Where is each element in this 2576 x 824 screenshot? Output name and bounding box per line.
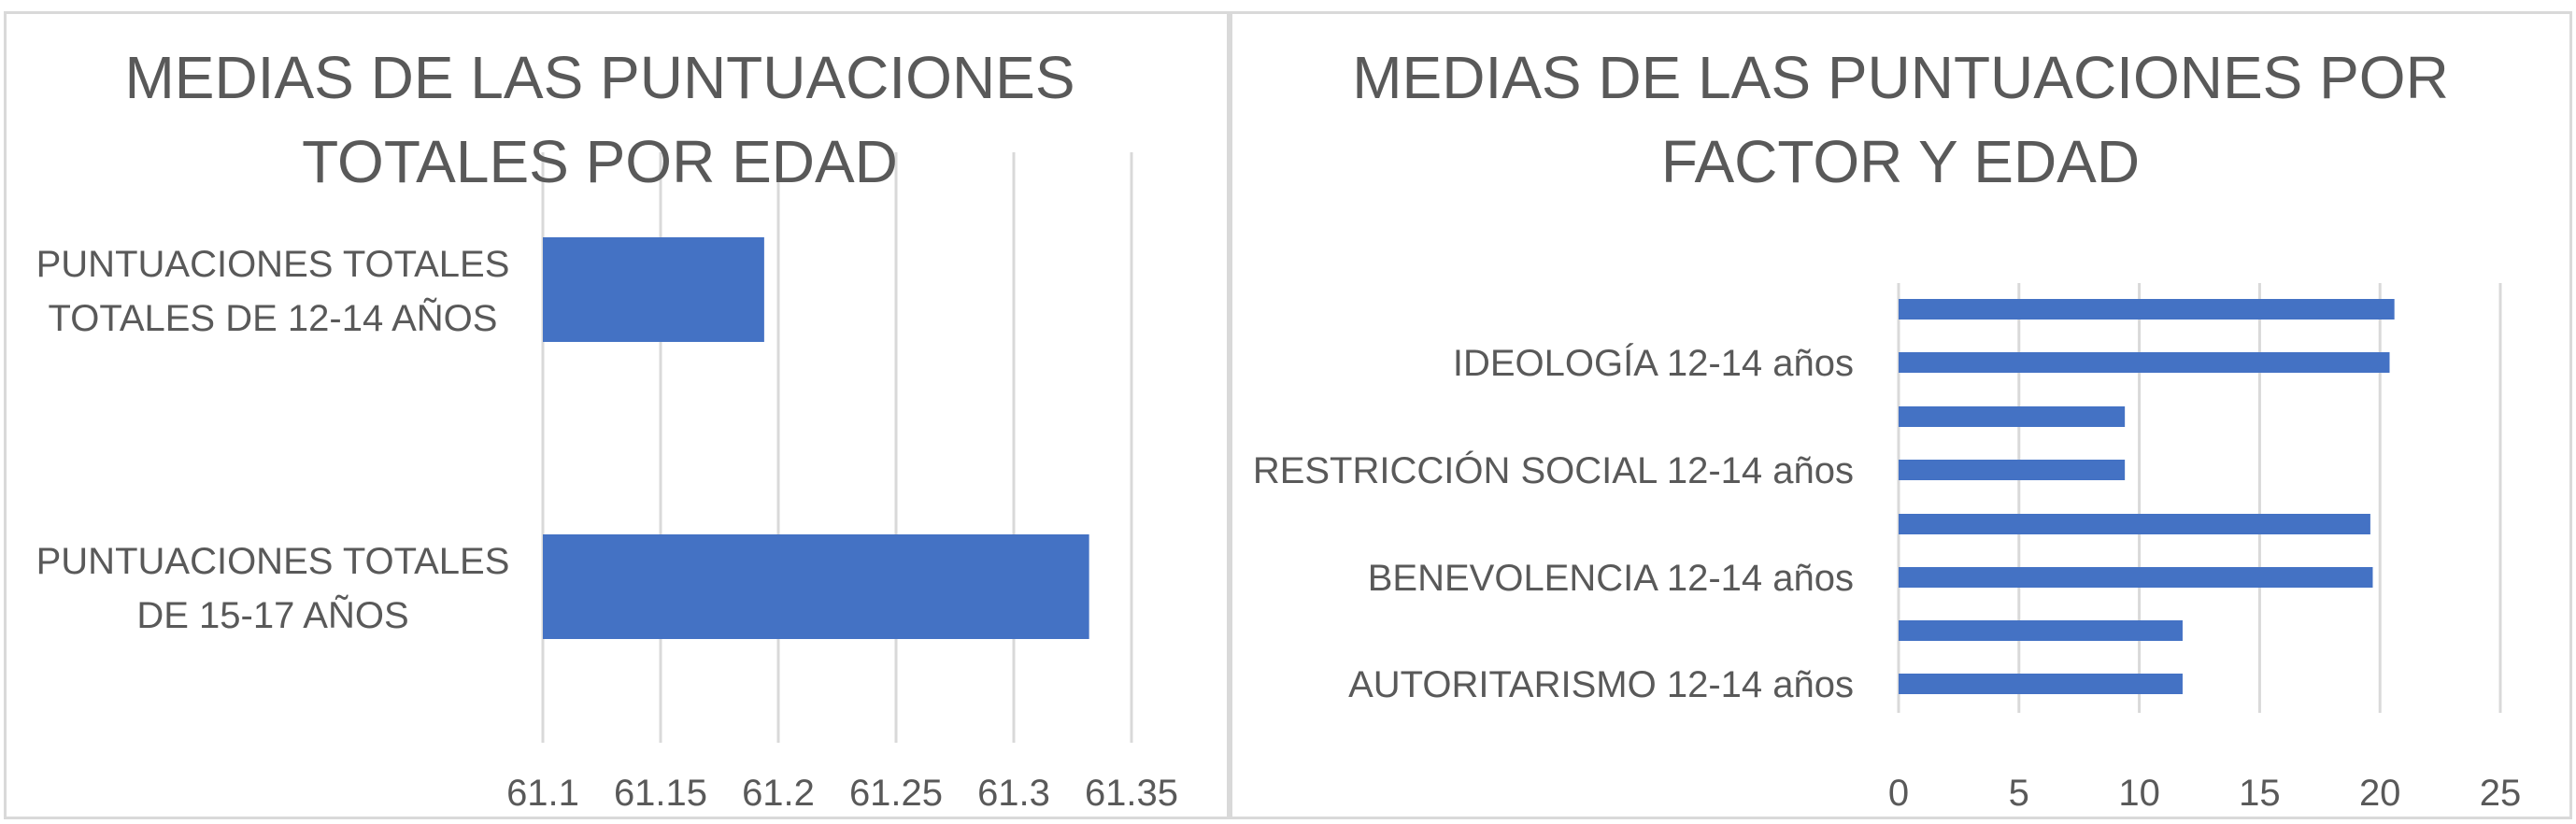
x-tick-label: 20 bbox=[2359, 773, 2401, 814]
bar bbox=[1899, 406, 2126, 427]
x-tick-label: 10 bbox=[2118, 773, 2160, 814]
bar bbox=[543, 237, 764, 342]
x-tick-label: 61.15 bbox=[614, 773, 707, 814]
x-tick-label: 61.25 bbox=[849, 773, 943, 814]
chart-title-line-1: MEDIAS DE LAS PUNTUACIONES bbox=[124, 44, 1075, 111]
bar bbox=[1899, 352, 2390, 373]
bar bbox=[1899, 460, 2126, 480]
x-tick-label: 61.3 bbox=[977, 773, 1050, 814]
bar bbox=[543, 534, 1089, 639]
chart-title-line-1: MEDIAS DE LAS PUNTUACIONES POR bbox=[1352, 44, 2449, 111]
x-tick-label: 0 bbox=[1888, 773, 1909, 814]
category-label: PUNTUACIONES TOTALES bbox=[36, 244, 510, 285]
x-tick-label: 15 bbox=[2239, 773, 2281, 814]
bar bbox=[1899, 674, 2183, 694]
x-tick-label: 61.2 bbox=[742, 773, 815, 814]
category-label: IDEOLOGÍA 12-14 años bbox=[1453, 342, 1854, 384]
x-tick-label: 25 bbox=[2480, 773, 2522, 814]
bar bbox=[1899, 567, 2373, 588]
chart-title-line-2: FACTOR Y EDAD bbox=[1661, 128, 2140, 195]
chart-title-line-2: TOTALES POR EDAD bbox=[302, 128, 898, 195]
x-tick-label: 61.1 bbox=[506, 773, 579, 814]
bar bbox=[1899, 299, 2395, 320]
category-label: DE 15-17 AÑOS bbox=[136, 594, 408, 636]
category-label: RESTRICCIÓN SOCIAL 12-14 años bbox=[1253, 449, 1854, 491]
x-tick-label: 61.35 bbox=[1085, 773, 1178, 814]
category-label: BENEVOLENCIA 12-14 años bbox=[1368, 558, 1854, 599]
category-label: AUTORITARISMO 12-14 años bbox=[1348, 664, 1854, 705]
chart-factor-scores-svg: MEDIAS DE LAS PUNTUACIONES POR FACTOR Y … bbox=[1253, 44, 2522, 814]
chart-total-scores-by-age: MEDIAS DE LAS PUNTUACIONES TOTALES POR E… bbox=[4, 11, 1230, 819]
category-label: TOTALES DE 12-14 AÑOS bbox=[49, 297, 498, 339]
x-tick-label: 5 bbox=[2009, 773, 2029, 814]
bar bbox=[1899, 620, 2183, 641]
chart-total-scores-svg: MEDIAS DE LAS PUNTUACIONES TOTALES POR E… bbox=[36, 44, 1178, 814]
bar bbox=[1899, 514, 2370, 534]
category-label: PUNTUACIONES TOTALES bbox=[36, 541, 510, 582]
chart-scores-by-factor-age: MEDIAS DE LAS PUNTUACIONES POR FACTOR Y … bbox=[1230, 11, 2572, 819]
